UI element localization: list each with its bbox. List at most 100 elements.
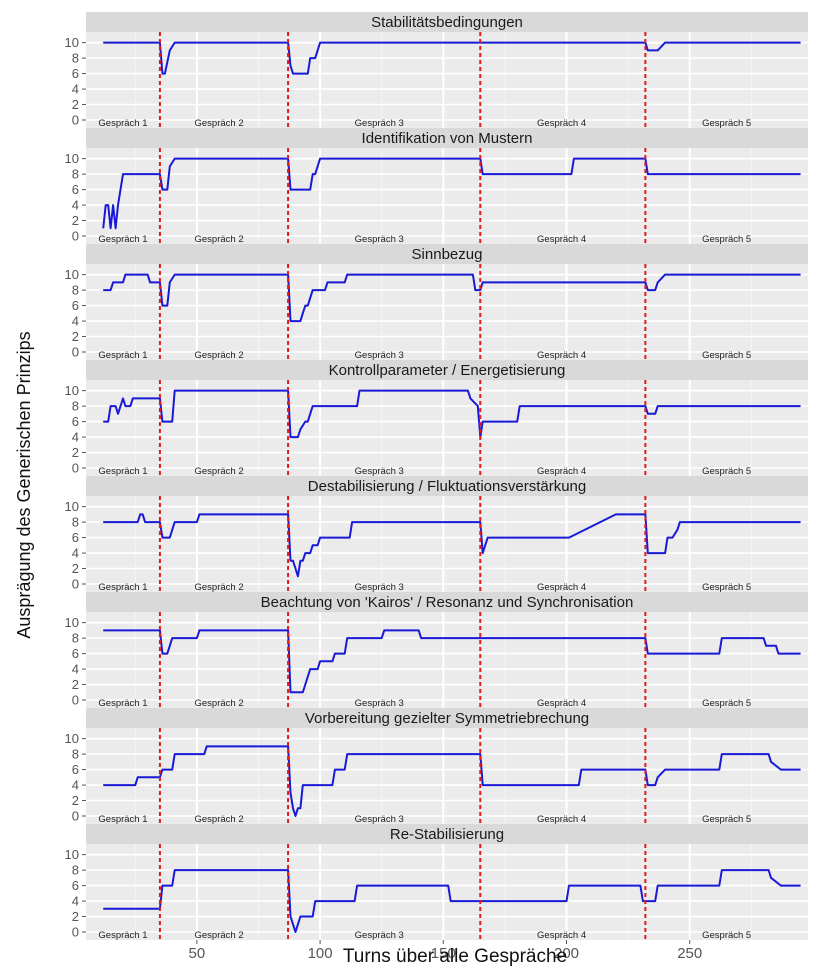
conversation-label: Gespräch 3 bbox=[355, 466, 404, 477]
panel-title: Stabilitätsbedingungen bbox=[371, 14, 523, 31]
y-axis-title: Ausprägung des Generischen Prinzips bbox=[14, 331, 34, 638]
panel-background bbox=[86, 380, 808, 476]
conversation-label: Gespräch 5 bbox=[702, 350, 751, 361]
y-tick-label: 2 bbox=[72, 97, 79, 112]
y-tick-label: 6 bbox=[72, 66, 79, 81]
y-tick-label: 10 bbox=[65, 151, 79, 166]
y-tick-label: 6 bbox=[72, 530, 79, 545]
y-tick-label: 8 bbox=[72, 747, 79, 762]
conversation-label: Gespräch 3 bbox=[355, 118, 404, 129]
y-tick-label: 4 bbox=[72, 662, 79, 677]
y-tick-label: 4 bbox=[72, 198, 79, 213]
panel-4: Kontrollparameter / Energetisierung 02468… bbox=[65, 360, 808, 477]
y-tick-label: 0 bbox=[72, 577, 79, 592]
y-tick-label: 0 bbox=[72, 461, 79, 476]
y-tick-label: 0 bbox=[72, 925, 79, 940]
y-tick-label: 8 bbox=[72, 631, 79, 646]
conversation-label: Gespräch 5 bbox=[702, 582, 751, 593]
y-tick-label: 4 bbox=[72, 894, 79, 909]
conversation-label: Gespräch 5 bbox=[702, 118, 751, 129]
y-tick-label: 4 bbox=[72, 546, 79, 561]
panel-7: Vorbereitung gezielter Symmetriebrechung… bbox=[65, 708, 808, 825]
y-tick-label: 10 bbox=[65, 731, 79, 746]
x-tick-label: 50 bbox=[189, 945, 206, 962]
x-tick-label: 100 bbox=[308, 945, 333, 962]
y-tick-label: 0 bbox=[72, 229, 79, 244]
series-line bbox=[103, 41, 801, 75]
y-tick-label: 0 bbox=[72, 693, 79, 708]
panel-strip bbox=[86, 824, 808, 844]
conversation-label: Gespräch 1 bbox=[98, 118, 147, 129]
panel-strip bbox=[86, 592, 808, 612]
y-tick-label: 2 bbox=[72, 329, 79, 344]
x-tick-label: 150 bbox=[431, 945, 456, 962]
conversation-label: Gespräch 3 bbox=[355, 814, 404, 825]
y-tick-label: 2 bbox=[72, 677, 79, 692]
panel-title: Beachtung von 'Kairos' / Resonanz und Sy… bbox=[261, 594, 634, 611]
conversation-label: Gespräch 4 bbox=[537, 118, 586, 129]
series-line bbox=[103, 869, 801, 933]
conversation-label: Gespräch 1 bbox=[98, 814, 147, 825]
y-tick-label: 2 bbox=[72, 793, 79, 808]
conversation-label: Gespräch 3 bbox=[355, 698, 404, 709]
conversation-label: Gespräch 2 bbox=[195, 698, 244, 709]
conversation-label: Gespräch 2 bbox=[195, 930, 244, 941]
y-tick-label: 8 bbox=[72, 399, 79, 414]
x-tick-label: 200 bbox=[554, 945, 579, 962]
x-axis: 50 100 150 200 250 bbox=[189, 940, 702, 962]
y-tick-label: 4 bbox=[72, 778, 79, 793]
conversation-label: Gespräch 4 bbox=[537, 698, 586, 709]
y-tick-label: 8 bbox=[72, 51, 79, 66]
series-line bbox=[103, 629, 801, 694]
panel-background bbox=[86, 496, 808, 592]
y-tick-label: 6 bbox=[72, 646, 79, 661]
conversation-label: Gespräch 3 bbox=[355, 930, 404, 941]
y-tick-label: 6 bbox=[72, 182, 79, 197]
conversation-label: Gespräch 5 bbox=[702, 814, 751, 825]
y-tick-label: 8 bbox=[72, 283, 79, 298]
panel-strip bbox=[86, 12, 808, 32]
y-tick-label: 2 bbox=[72, 213, 79, 228]
y-tick-label: 6 bbox=[72, 414, 79, 429]
series-line bbox=[103, 389, 801, 439]
panel-title: Sinnbezug bbox=[412, 246, 483, 263]
x-tick-label: 250 bbox=[677, 945, 702, 962]
panel-background bbox=[86, 728, 808, 824]
y-tick-label: 4 bbox=[72, 82, 79, 97]
y-tick-label: 4 bbox=[72, 430, 79, 445]
conversation-label: Gespräch 4 bbox=[537, 466, 586, 477]
panel-title: Destabilisierung / Fluktuationsverstärku… bbox=[308, 478, 586, 495]
y-tick-label: 10 bbox=[65, 499, 79, 514]
panel-6: Beachtung von 'Kairos' / Resonanz und Sy… bbox=[65, 592, 808, 709]
conversation-label: Gespräch 4 bbox=[537, 234, 586, 245]
conversation-label: Gespräch 5 bbox=[702, 466, 751, 477]
panel-strip bbox=[86, 128, 808, 148]
y-tick-label: 10 bbox=[65, 847, 79, 862]
y-tick-label: 0 bbox=[72, 809, 79, 824]
y-tick-label: 8 bbox=[72, 167, 79, 182]
conversation-label: Gespräch 5 bbox=[702, 234, 751, 245]
panel-strip bbox=[86, 708, 808, 728]
conversation-label: Gespräch 3 bbox=[355, 350, 404, 361]
y-tick-label: 10 bbox=[65, 267, 79, 282]
y-tick-label: 8 bbox=[72, 863, 79, 878]
y-tick-label: 6 bbox=[72, 878, 79, 893]
y-tick-label: 2 bbox=[72, 445, 79, 460]
panel-title: Re-Stabilisierung bbox=[390, 826, 504, 843]
panel-5: Destabilisierung / Fluktuationsverstärku… bbox=[65, 476, 808, 593]
conversation-label: Gespräch 1 bbox=[98, 466, 147, 477]
conversation-label: Gespräch 4 bbox=[537, 930, 586, 941]
conversation-label: Gespräch 1 bbox=[98, 350, 147, 361]
series-line bbox=[102, 157, 801, 230]
y-tick-label: 2 bbox=[72, 909, 79, 924]
panel-background bbox=[86, 844, 808, 940]
panel-strip bbox=[86, 244, 808, 264]
conversation-label: Gespräch 4 bbox=[537, 350, 586, 361]
y-tick-label: 8 bbox=[72, 515, 79, 530]
y-tick-label: 6 bbox=[72, 762, 79, 777]
